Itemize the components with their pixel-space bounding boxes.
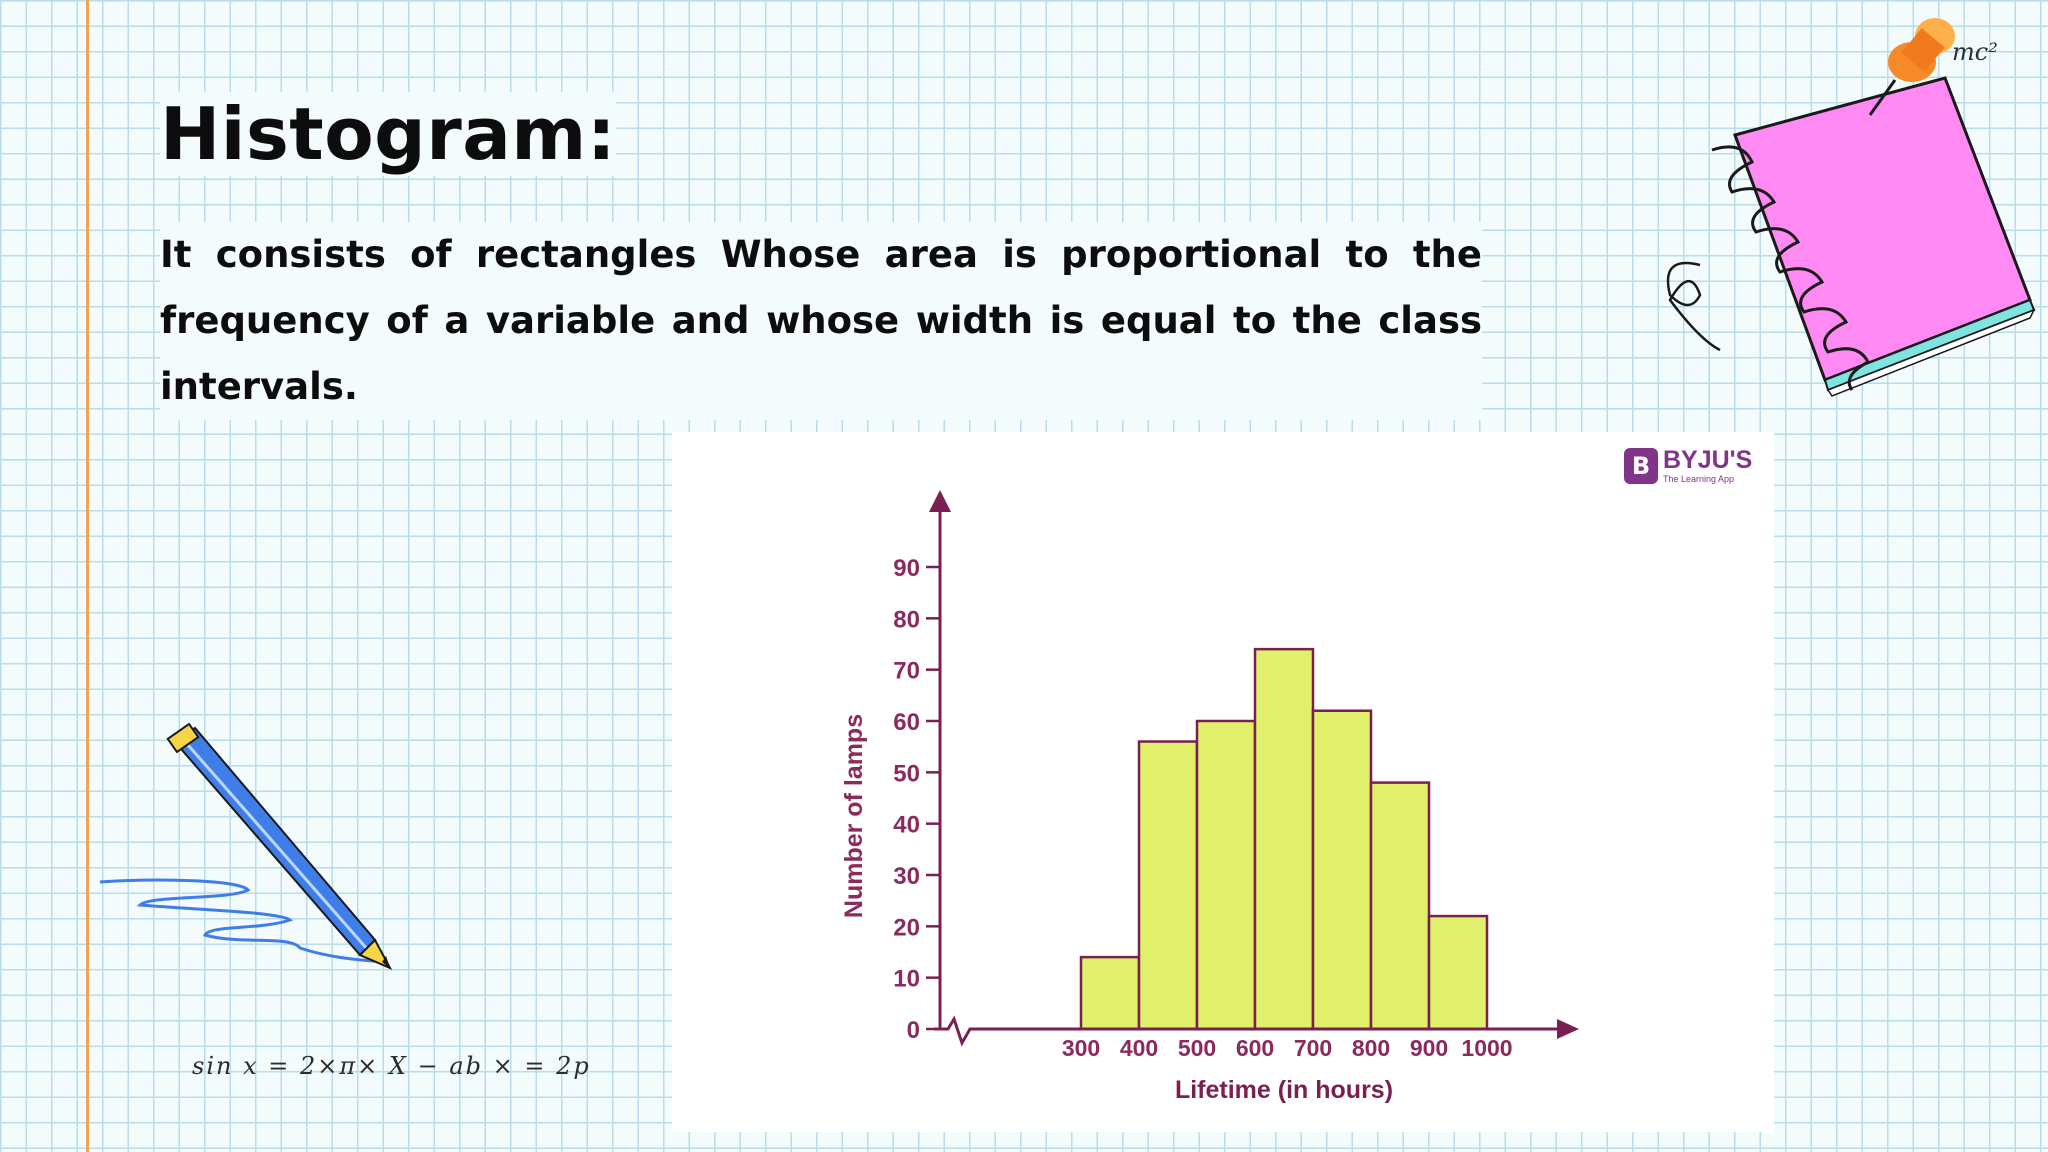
notebook-margin-line	[86, 0, 89, 1152]
byjus-logo: B BYJU'S The Learning App	[1624, 446, 1752, 486]
y-tick-label: 0	[907, 1017, 920, 1044]
histogram-bar	[1427, 914, 1489, 1031]
y-tick-label: 40	[893, 812, 920, 839]
slide-title: Histogram:	[160, 92, 617, 176]
pencil-icon	[99, 722, 393, 971]
histogram-chart-panel: B BYJU'S The Learning App 0 10 20 30 40 50 60 7…	[672, 432, 1774, 1132]
handwritten-formula: sin x = 2×π× X − ab × = 2p	[192, 1052, 591, 1080]
slide-description: It consists of rectangles Whose area is …	[160, 222, 1482, 420]
histogram-bar	[1311, 709, 1373, 1031]
y-tick-label: 70	[893, 658, 920, 685]
y-tick-label: 20	[893, 914, 920, 941]
y-tick-label: 60	[893, 709, 920, 736]
x-axis-line	[934, 1015, 1557, 1047]
logo-badge: B	[1624, 448, 1658, 484]
x-tick-label: 300	[1062, 1035, 1100, 1061]
x-tick-label: 800	[1352, 1035, 1390, 1061]
notebook-icon	[1666, 76, 2036, 397]
histogram-bar	[1079, 955, 1141, 1031]
y-tick-label: 80	[893, 606, 920, 633]
x-tick-label: 900	[1410, 1035, 1448, 1061]
x-tick-label: 700	[1294, 1035, 1332, 1061]
y-axis-arrow	[929, 490, 951, 512]
handwritten-note: mc²	[1952, 38, 1998, 66]
x-axis-label: Lifetime (in hours)	[1175, 1076, 1393, 1104]
x-tick-label: 1000	[1461, 1035, 1512, 1061]
pushpin-icon	[1868, 18, 1955, 116]
histogram-chart: 0 10 20 30 40 50 60 70 80 90 300 400 500 600 700 800 900…	[840, 490, 1579, 1104]
y-tick-label: 30	[893, 863, 920, 890]
histogram-bar	[1137, 740, 1199, 1031]
y-axis-label: Number of lamps	[840, 714, 868, 918]
histogram-bar	[1253, 647, 1315, 1031]
x-axis-arrow	[1557, 1019, 1579, 1039]
y-tick-label: 90	[893, 555, 920, 582]
logo-tagline: The Learning App	[1663, 474, 1735, 484]
y-tick-label: 10	[893, 966, 920, 993]
x-tick-label: 400	[1120, 1035, 1158, 1061]
y-tick-label: 50	[893, 760, 920, 787]
x-tick-label: 500	[1178, 1035, 1216, 1061]
histogram-bar	[1369, 781, 1431, 1031]
histogram-bar	[1195, 719, 1257, 1031]
logo-name: BYJU'S	[1663, 446, 1753, 474]
x-tick-label: 600	[1236, 1035, 1274, 1061]
